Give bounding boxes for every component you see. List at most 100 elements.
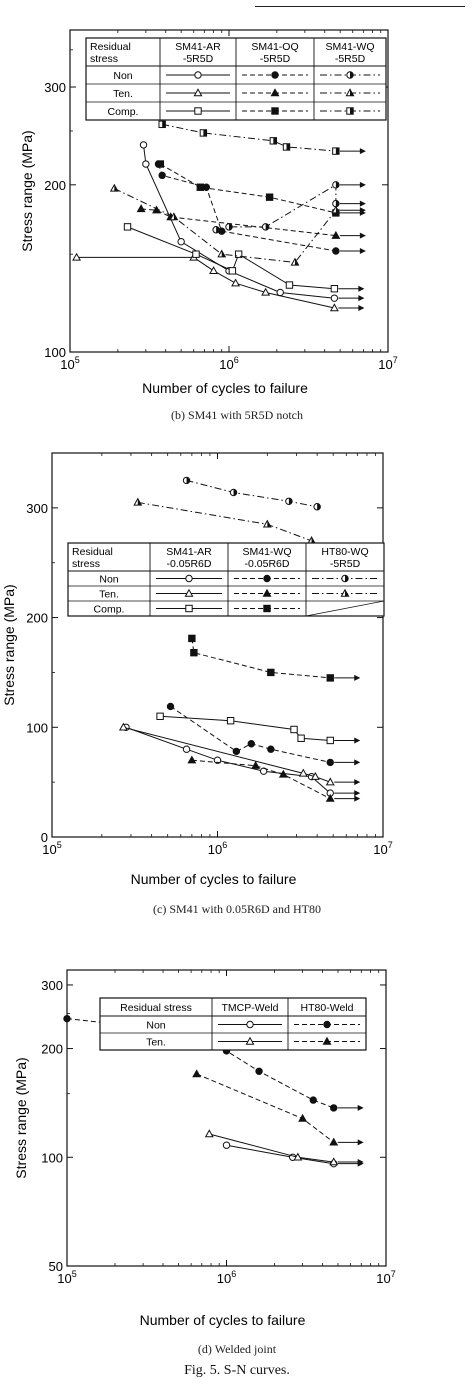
data-point-half [273,137,277,145]
legend-row-label: Ten. [146,1037,166,1049]
data-point-half [216,226,220,233]
data-point [228,267,237,275]
data-point [329,303,339,312]
legend-header-cell: HT80-Weld [301,1002,354,1014]
series-sm41-oq-non [154,160,366,255]
series-curve [141,208,336,237]
x-tick-label: 107 [378,355,397,372]
series-sm41-wq-ten [187,755,361,802]
top-rule [255,0,465,7]
legend-marker [194,107,202,115]
y-tick-label: 300 [44,80,66,95]
series-curve [186,479,318,508]
data-point-half [294,258,299,266]
series-sm41-ar-ten [72,252,365,312]
data-point [298,1113,308,1122]
legend-header-cell: Residual stress [72,546,113,570]
legend-marker [270,88,280,97]
legend-empty-cell [305,600,385,617]
runout-arrowhead [359,207,366,214]
legend-header-cell: SM41-WQ -0.05R6D [242,546,291,570]
data-point [156,160,165,168]
runout-arrowhead [359,232,366,239]
runout-arrowhead [354,790,361,797]
legend-marker [263,604,271,613]
legend-row-label: Non [146,1020,165,1032]
data-point-half [335,206,340,213]
data-point [63,1014,71,1023]
data-point [330,294,339,302]
data-point [290,725,298,734]
data-point [267,668,275,677]
data-point [139,141,148,149]
data-point [278,769,288,778]
data-point [222,1141,231,1149]
legend-marker [322,1036,332,1045]
series-curve [114,188,337,263]
x-axis-title: Number of cycles to failure [140,1312,306,1328]
data-point [298,768,308,777]
data-point [265,193,274,201]
y-tick-label: 200 [44,178,66,193]
y-axis-title: Stress range (MPa) [19,130,35,251]
legend-header-cell: SM41-WQ -5R5D [325,41,374,65]
data-point-half [173,213,178,220]
data-point [136,204,146,213]
data-point [326,674,334,682]
data-point [142,160,150,168]
data-point-half [335,200,340,207]
y-axis-title: Stress range (MPa) [13,1057,29,1178]
legend-row-label: Non [113,70,132,82]
data-point-half [114,184,118,192]
y-axis-title: Stress range (MPa) [1,584,17,705]
legend-row-label: Ten. [113,88,133,100]
data-point [326,736,334,745]
legend-marker [323,1020,331,1029]
data-point [196,183,205,191]
series-ht80-weld-ten [192,1069,364,1146]
plot-frame [51,452,384,838]
runout-arrowhead [354,779,361,786]
series-curve [226,1144,334,1165]
runout-arrowhead [358,285,365,292]
data-point [285,281,294,289]
runout-arrowhead [357,1139,364,1146]
data-point-half [203,129,207,137]
data-point [166,702,175,711]
data-point [118,722,128,731]
legend-marker [246,1020,254,1029]
series-sm41-ar-comp [156,712,361,745]
series-ht80-wq-non [182,476,321,511]
y-axis: 100 200 300 Stress range (MPa) [19,49,388,360]
series-curve [191,638,331,679]
data-point [309,1096,317,1104]
series-curve [196,1073,335,1143]
legend-header-cell: HT80-WQ -5R5D [321,546,368,570]
data-point [182,745,191,753]
data-point-half [221,250,226,257]
data-point [190,648,198,657]
runout-arrowhead [354,759,361,766]
data-point-half [137,498,142,506]
data-point [325,793,335,802]
data-point-half [186,477,190,484]
data-point [192,250,200,258]
runout-arrowhead [357,1104,364,1111]
data-point-half [317,503,321,510]
legend-marker-half [350,107,354,115]
series-ht80-wq-ten [133,497,316,544]
data-point [255,1067,263,1075]
data-point [177,237,185,246]
y-axis: 50 100 200 300 Stress range (MPa) [13,978,386,1274]
legend-marker [245,1036,255,1045]
series-sm41-wq-comp [188,634,361,682]
data-point [261,287,271,296]
legend-marker-half [345,575,349,582]
data-point [231,278,241,287]
y-tick-label: 50 [49,1259,63,1274]
series-sm41-ar-non [139,141,365,302]
